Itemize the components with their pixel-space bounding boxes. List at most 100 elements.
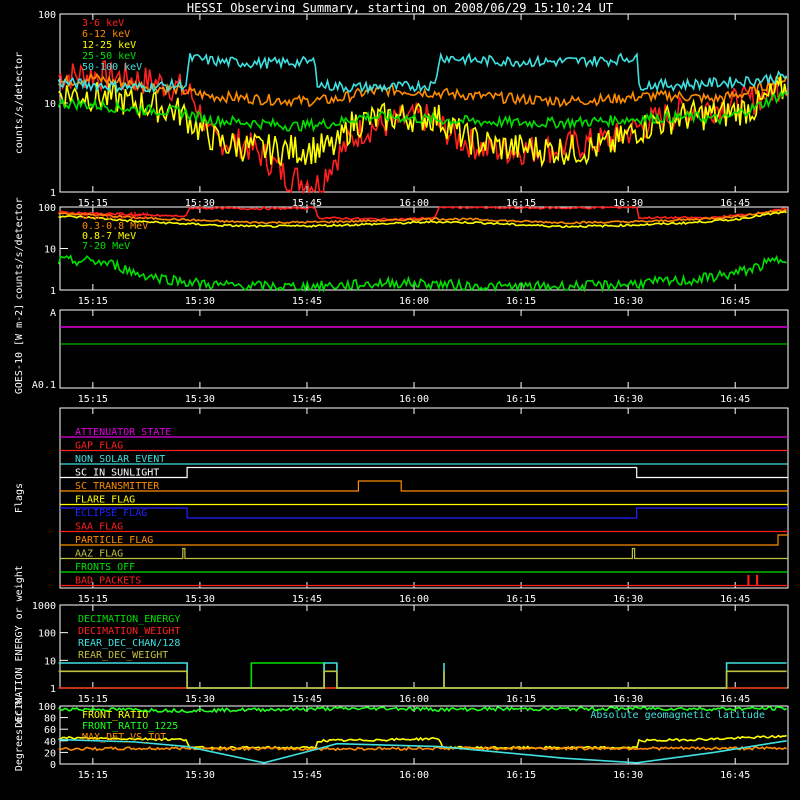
panel2-legend-entry: 7-20 MeV (82, 241, 130, 252)
panel5-xtick-label: 16:45 (720, 694, 750, 705)
panel4-flag-label: SC_IN_SUNLIGHT (75, 468, 159, 479)
panel5-xtick-label: 16:15 (506, 694, 536, 705)
panel6-ytick-label: 100 (38, 702, 56, 713)
panel3-frame (59, 309, 789, 389)
panel3-ytick-label: A (50, 308, 56, 319)
panel1-y-axis-label: counts/s/detector (14, 52, 25, 154)
panel4-frame (59, 407, 789, 589)
panel6-y-axis-label: Degrees or % (14, 699, 25, 771)
panel4-flag-label: PARTICLE_FLAG (75, 535, 153, 546)
panel1-legend-entry: 12-25 keV (82, 40, 136, 51)
panel1-xtick-label: 16:45 (720, 198, 750, 209)
panel6-xtick-label: 16:30 (613, 770, 643, 781)
panel4-flag-label: GAP_FLAG (75, 441, 123, 452)
panel5-series-3-line (58, 670, 787, 689)
panel6-xtick-label: 16:15 (506, 770, 536, 781)
panel2-xtick-label: 15:45 (292, 296, 322, 307)
panel4-xtick-label: 16:00 (399, 594, 429, 605)
panel5-legend-entry: REAR_DEC_CHAN/128 (78, 638, 180, 649)
panel1-xtick-label: 15:15 (78, 198, 108, 209)
panel2-series-2-line (58, 210, 787, 229)
panel6-legend-entry: FRONT_RATIO (82, 710, 148, 721)
panel6-series-0-line (58, 734, 787, 750)
panel5-xtick-label: 16:30 (613, 694, 643, 705)
panel1-legend-entry: 6-12 keV (82, 29, 130, 40)
panel1-series-1-line (57, 73, 788, 108)
panel1-ytick-label: 10 (44, 99, 56, 110)
panel4-xtick-label: 15:15 (78, 594, 108, 605)
panel2-series-1-line (58, 209, 787, 225)
panel5-legend-entry: DECIMATION_ENERGY (78, 614, 180, 625)
panel5-ytick-label: 10 (44, 656, 56, 667)
panel2-xtick-label: 15:15 (78, 296, 108, 307)
panel5-ytick-label: 100 (38, 629, 56, 640)
panel4-flag-label: AAZ_FLAG (75, 549, 123, 560)
panel6-ytick-label: 80 (44, 714, 56, 725)
panel5-xtick-label: 16:00 (399, 694, 429, 705)
panel1-legend-entry: 3-6 keV (82, 18, 124, 29)
panel6-xtick-label: 15:30 (185, 770, 215, 781)
panel1-legend-entry: 25-50 keV (82, 51, 136, 62)
panel5-legend-entry: DECIMATION_WEIGHT (78, 626, 180, 637)
panel1-series-4-line (57, 51, 788, 96)
panel6-ytick-label: 0 (50, 760, 56, 771)
panel2-y-axis-label: counts/s/detector (14, 197, 25, 299)
panel4-xtick-label: 16:45 (720, 594, 750, 605)
panel4-flag-line (60, 480, 788, 492)
panel4-flag-label: ATTENUATOR_STATE (75, 427, 171, 438)
chart-title: HESSI Observing Summary, starting on 200… (186, 1, 614, 15)
panel6-frame (59, 705, 789, 765)
panel3-ytick-label: A0.1 (32, 380, 56, 391)
panel6-series-1-line (57, 705, 787, 714)
panel6-legend-entry: MAX_DET_VS_TOT (82, 732, 166, 743)
panel6-xtick-label: 16:45 (720, 770, 750, 781)
panel2-legend-entry: 0.3-0.8 MeV (82, 221, 148, 232)
panel4-flag-label: SAA_FLAG (75, 522, 123, 533)
panel1-series-2-line (58, 75, 788, 168)
panel3-xtick-label: 16:00 (399, 394, 429, 405)
panel3-xtick-label: 15:45 (292, 394, 322, 405)
panel4-xtick-label: 16:30 (613, 594, 643, 605)
panel1-ytick-label: 100 (38, 10, 56, 21)
panel4-flag-line (60, 466, 788, 479)
panel6-ytick-label: 20 (44, 748, 56, 759)
panel4-flag-line (60, 547, 788, 560)
panel4-flag-label: NON_SOLAR_EVENT (75, 454, 165, 465)
panel5-xtick-label: 15:30 (185, 694, 215, 705)
panel4-xtick-label: 16:15 (506, 594, 536, 605)
panel4-flag-line (60, 534, 788, 546)
panel2-xtick-label: 16:30 (613, 296, 643, 307)
panel2-xtick-label: 16:15 (506, 296, 536, 307)
panel6-series-2-line (58, 745, 787, 752)
panel2-legend-entry: 0.8-0.3 MeV (82, 211, 148, 222)
panel6-xtick-label: 16:00 (399, 770, 429, 781)
panel3-xtick-label: 15:30 (185, 394, 215, 405)
panel3-y-axis-label: GOES-10 [W m-2] (14, 304, 25, 394)
panel6-legend-entry: FRONT_RATIO_1225 (82, 721, 178, 732)
panel6-ytick-label: 60 (44, 725, 56, 736)
panel1-xtick-label: 15:45 (292, 198, 322, 209)
panel5-series-2-line (58, 662, 787, 689)
panel2-xtick-label: 16:00 (399, 296, 429, 307)
panel3-xtick-label: 15:15 (78, 394, 108, 405)
panel4-flag-label: SC_TRANSMITTER (75, 481, 160, 492)
panel1-series-3-line (57, 90, 788, 133)
panel5-series-0-line (58, 662, 787, 689)
panel4-flag-label: ECLIPSE_FLAG (75, 508, 147, 519)
panel3-xtick-label: 16:30 (613, 394, 643, 405)
panel5-y-axis-label: DECIMATION ENERGY or weight (14, 565, 25, 728)
panel2-ytick-label: 100 (38, 203, 56, 214)
panel4-xtick-label: 15:45 (292, 594, 322, 605)
panel3-xtick-label: 16:45 (720, 394, 750, 405)
panel4-flag-line (60, 507, 788, 519)
panel2-series-3-line (57, 254, 787, 294)
panel2-ytick-label: 1 (50, 286, 56, 297)
panel1-xtick-label: 15:30 (185, 198, 215, 209)
panel4-flag-label: FRONTS_OFF (75, 562, 135, 573)
panel2-legend-entry: 0.8-7 MeV (82, 231, 136, 242)
panel4-y-axis-label: Flags (14, 483, 25, 513)
panel1-xtick-label: 16:30 (613, 198, 643, 209)
panel5-ytick-label: 1 (50, 684, 56, 695)
panel4-flag-line (60, 574, 788, 587)
panel4-flag-label: BAD_PACKETS (75, 576, 141, 587)
